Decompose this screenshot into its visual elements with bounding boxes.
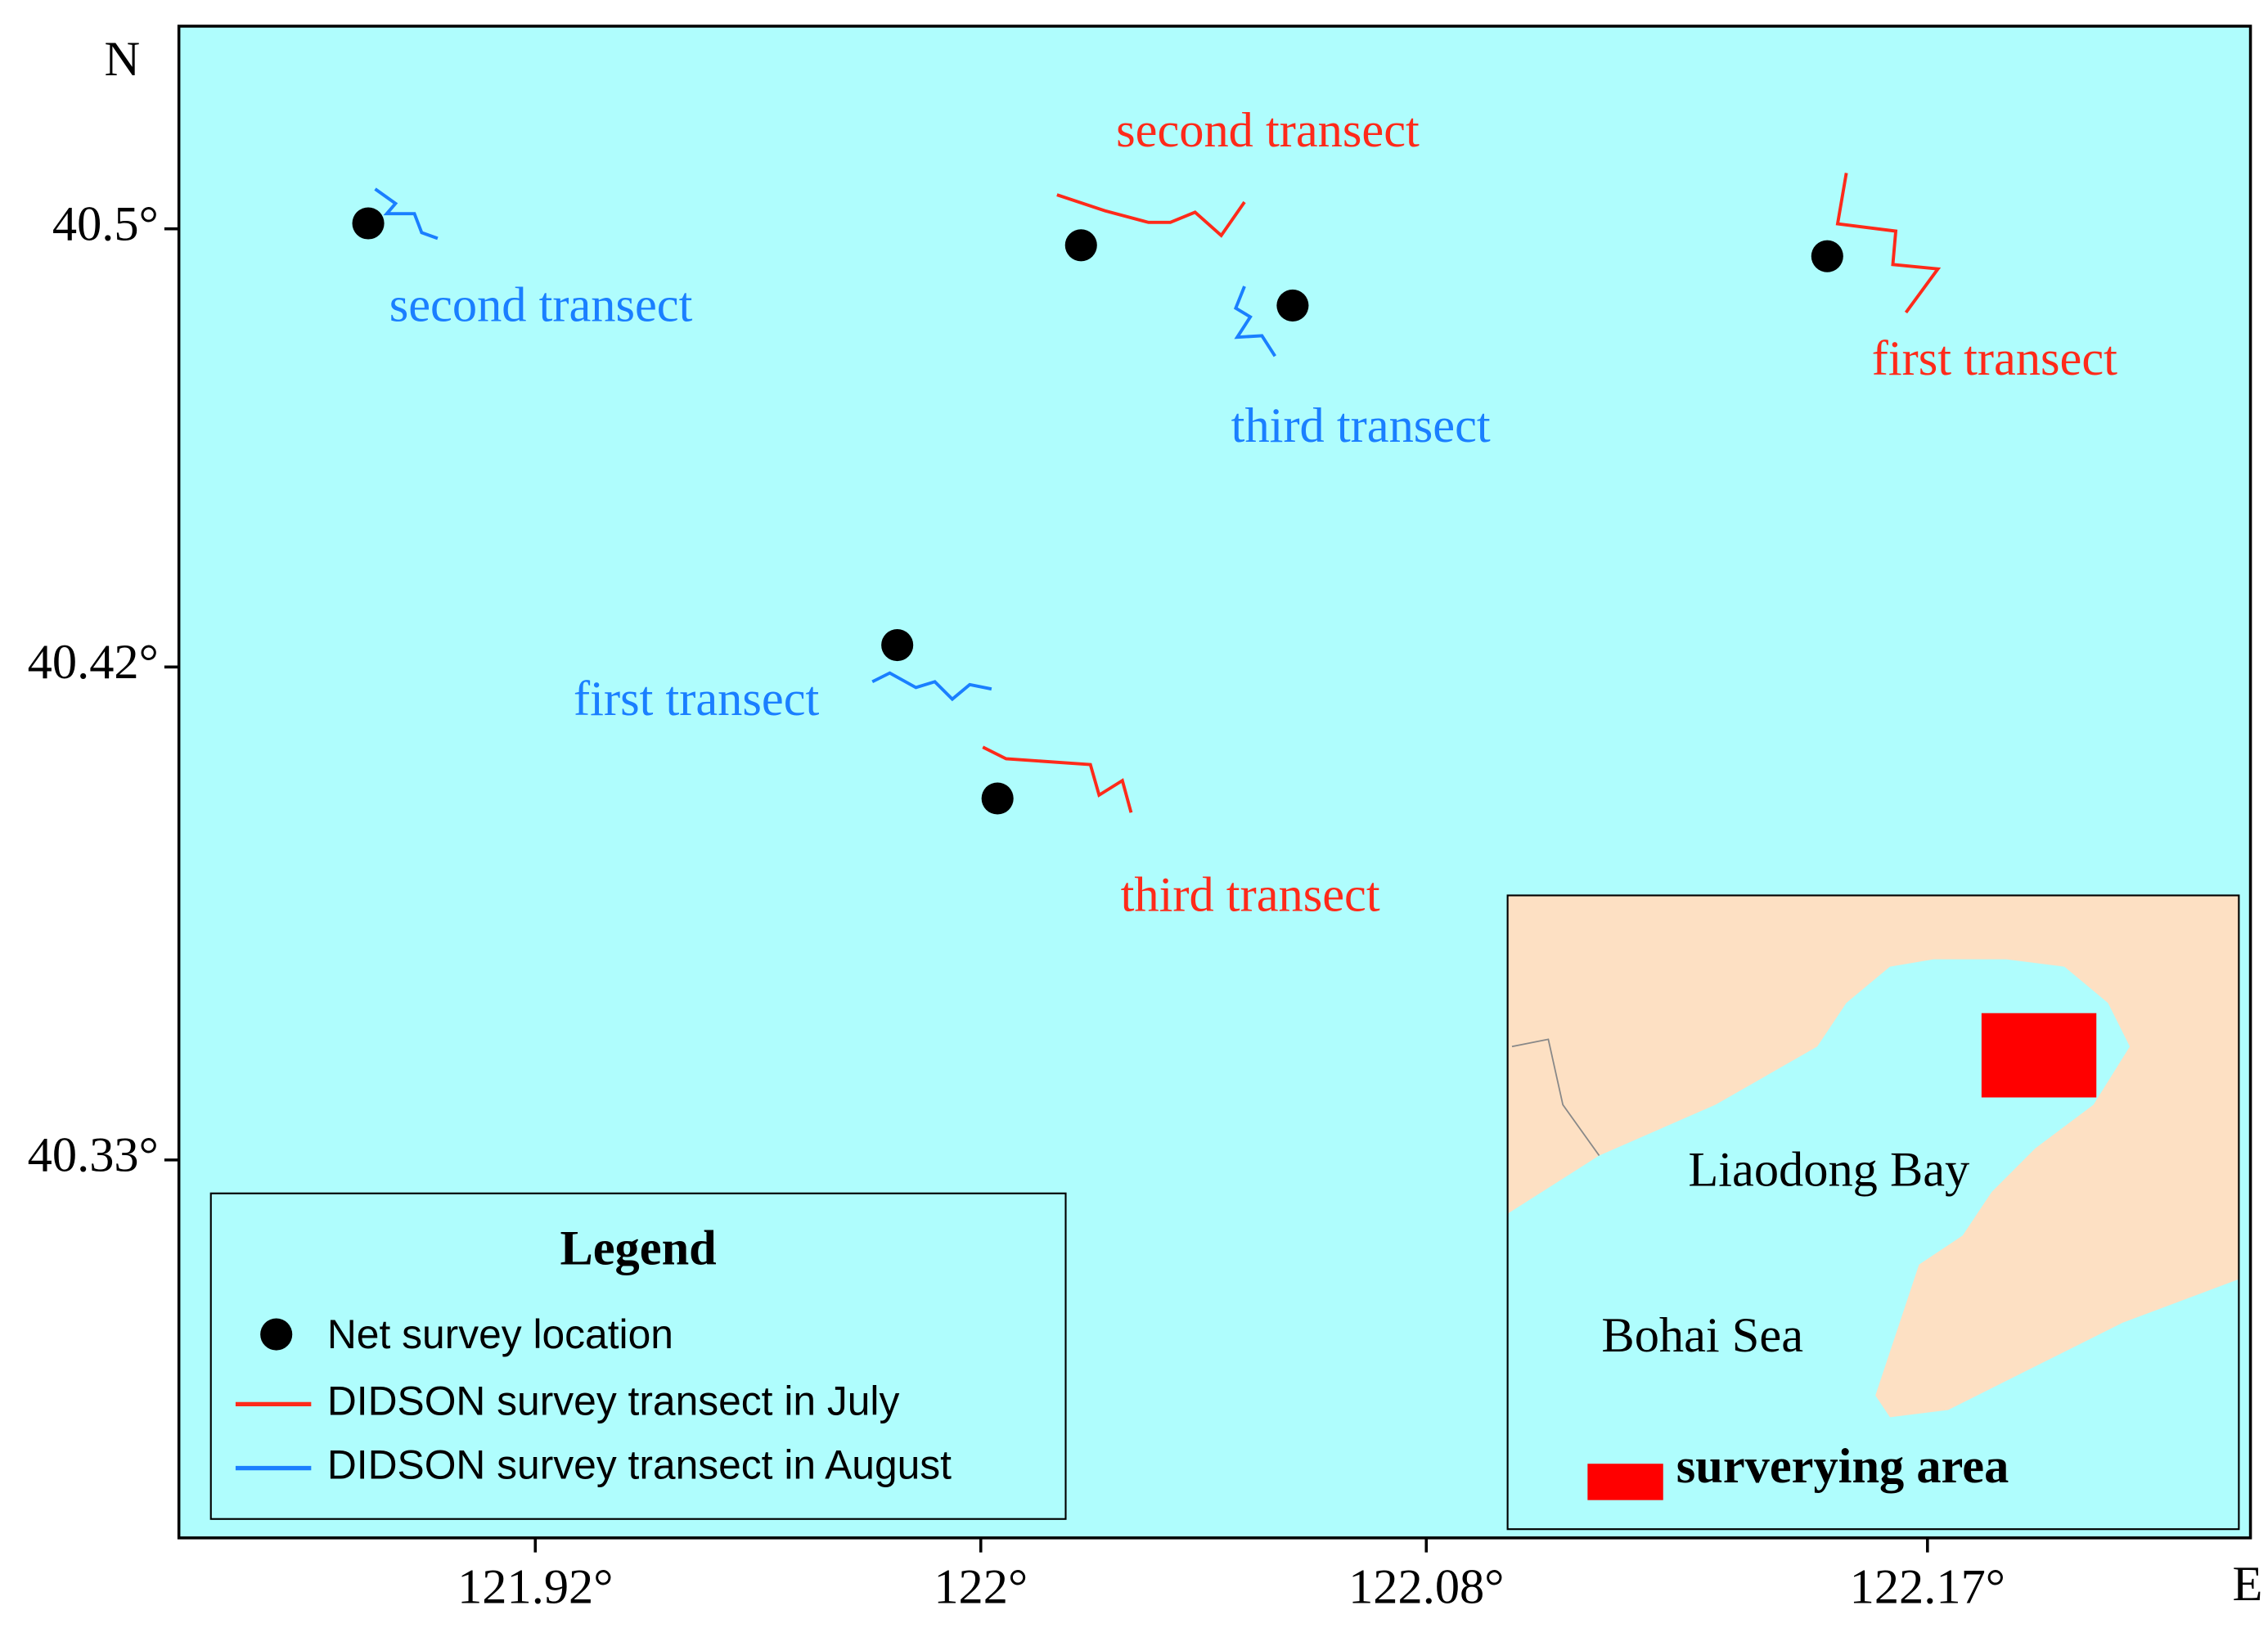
survey-point bbox=[1064, 229, 1097, 262]
inset-legend-swatch bbox=[1587, 1464, 1663, 1500]
inset-legend-label: surverying area bbox=[1676, 1439, 2009, 1494]
transect-line bbox=[871, 671, 992, 702]
x-tick-label: 122° bbox=[934, 1559, 1028, 1614]
y-tick-label: 40.33° bbox=[28, 1128, 159, 1183]
legend-box bbox=[209, 1192, 1067, 1520]
x-axis-label: E bbox=[2233, 1557, 2263, 1612]
survey-point bbox=[881, 628, 914, 662]
inset-border bbox=[1511, 1038, 1600, 1157]
y-axis-label: N bbox=[105, 32, 141, 87]
transect-label: first transect bbox=[1872, 331, 2117, 386]
inset-label: Liaodong Bay bbox=[1688, 1143, 1969, 1198]
transect-label: first transect bbox=[574, 672, 819, 726]
x-tick-label: 121.92° bbox=[457, 1559, 613, 1614]
survey-point bbox=[352, 207, 385, 240]
x-tick-label: 122.08° bbox=[1348, 1559, 1504, 1614]
legend-title: Legend bbox=[560, 1221, 716, 1275]
inset-label: Bohai Sea bbox=[1601, 1308, 1803, 1363]
inset-sea bbox=[1507, 959, 2239, 1530]
transect-line bbox=[982, 745, 1133, 813]
transect-line bbox=[1056, 193, 1246, 238]
survey-point bbox=[1276, 289, 1309, 322]
survey-area bbox=[1981, 1013, 2097, 1098]
transect-label: third transect bbox=[1121, 868, 1380, 923]
legend-label: Net survey location bbox=[327, 1311, 673, 1357]
transect-label: second transect bbox=[389, 277, 693, 332]
transect-label: third transect bbox=[1231, 398, 1491, 453]
y-tick-label: 40.42° bbox=[28, 635, 159, 690]
survey-point bbox=[1811, 240, 1843, 272]
y-tick-label: 40.5° bbox=[52, 197, 159, 252]
transects bbox=[374, 173, 1942, 813]
transect-label: second transect bbox=[1116, 103, 1420, 158]
legend-label: DIDSON survey transect in July bbox=[327, 1378, 900, 1424]
inset-map: Liaodong Bay Bohai Sea surverying area bbox=[1506, 894, 2240, 1531]
transect-line bbox=[1233, 286, 1276, 358]
legend-marker bbox=[260, 1318, 293, 1351]
transect-line bbox=[1835, 173, 1942, 314]
survey-point bbox=[981, 782, 1014, 815]
inset-frame bbox=[1506, 894, 2240, 1531]
legend-label: DIDSON survey transect in August bbox=[327, 1442, 952, 1488]
transect-line bbox=[374, 187, 439, 241]
x-tick-label: 122.17° bbox=[1850, 1559, 2005, 1614]
